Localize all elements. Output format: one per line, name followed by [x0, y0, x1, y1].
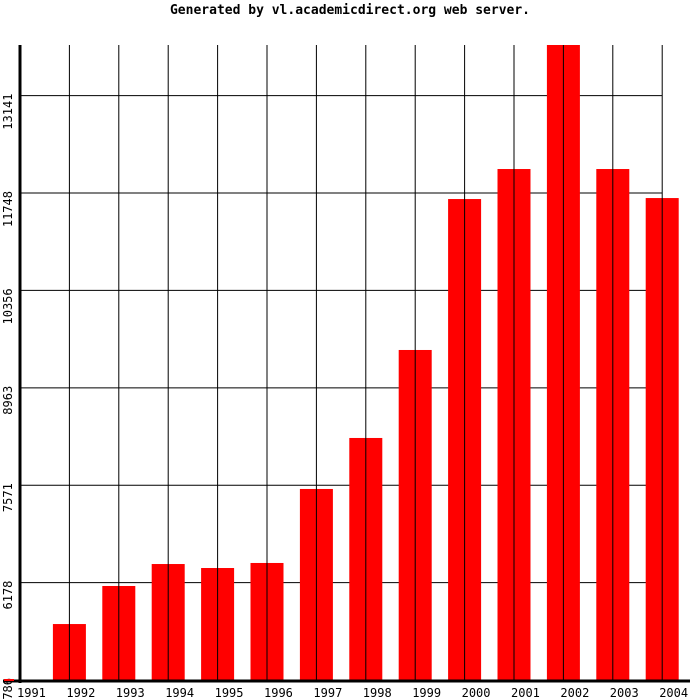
y-tick-label: 8963 — [1, 386, 15, 415]
y-tick-label: 6178 — [1, 581, 15, 610]
x-tick-label: 1999 — [412, 686, 441, 700]
x-tick-label: 2002 — [560, 686, 589, 700]
x-tick-label: 2000 — [462, 686, 491, 700]
x-tick-label: 1994 — [165, 686, 194, 700]
x-tick-label: 1998 — [363, 686, 392, 700]
y-tick-label: 4786 — [1, 678, 15, 700]
y-tick-label: 11748 — [1, 191, 15, 227]
x-tick-label: 2003 — [610, 686, 639, 700]
x-tick-label: 1993 — [116, 686, 145, 700]
x-tick-label: 2001 — [511, 686, 540, 700]
x-tick-label: 1997 — [313, 686, 342, 700]
x-tick-label: 1996 — [264, 686, 293, 700]
x-tick-label: 1992 — [66, 686, 95, 700]
y-tick-label: 13141 — [1, 94, 15, 130]
y-tick-label: 7571 — [1, 483, 15, 512]
x-tick-label: 1995 — [215, 686, 244, 700]
x-tick-label: 1991 — [17, 686, 46, 700]
y-tick-label: 10356 — [1, 288, 15, 324]
x-tick-label: 2004 — [659, 686, 688, 700]
chart-title: Generated by vl.academicdirect.org web s… — [170, 3, 530, 18]
